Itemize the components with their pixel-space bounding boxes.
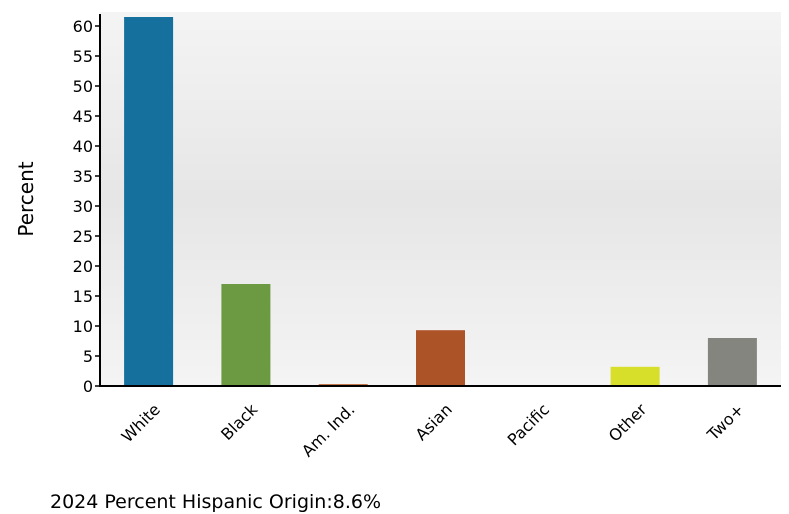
y-tick-label: 35 <box>73 167 93 186</box>
y-tick-label: 0 <box>83 377 93 396</box>
plot-background <box>100 12 781 386</box>
y-tick-label: 25 <box>73 227 93 246</box>
bar-two <box>707 338 757 386</box>
y-tick-label: 55 <box>73 47 93 66</box>
y-tick-label: 10 <box>73 317 93 336</box>
y-tick-label: 50 <box>73 77 93 96</box>
bar-other <box>610 366 660 386</box>
bar-black <box>221 284 271 386</box>
bar-asian <box>416 330 465 386</box>
y-tick-label: 20 <box>73 257 93 276</box>
x-tick-label: Two+ <box>703 400 748 445</box>
y-tick-label: 45 <box>73 107 93 126</box>
y-tick-label: 15 <box>73 287 93 306</box>
x-tick-label: Asian <box>411 400 455 444</box>
y-tick-label: 5 <box>83 347 93 366</box>
bars-group <box>124 17 757 386</box>
x-tick-label: Other <box>605 400 651 446</box>
bar-white <box>124 17 174 386</box>
x-tick-label: White <box>118 400 164 446</box>
y-ticks-group: 0 5 10 15 20 25 30 35 40 45 50 55 60 <box>73 17 100 396</box>
y-tick-label: 40 <box>73 137 93 156</box>
race-bar-chart: 0 5 10 15 20 25 30 35 40 45 50 55 60 White Black Am. I… <box>14 12 781 461</box>
y-tick-label: 30 <box>73 197 93 216</box>
x-tick-label: Pacific <box>504 400 553 449</box>
x-ticks-group: White Black Am. Ind. Asian Pacific Other Two+ <box>118 399 748 460</box>
y-tick-label: 60 <box>73 17 93 36</box>
x-tick-label: Am. Ind. <box>298 400 359 461</box>
hispanic-origin-footnote: 2024 Percent Hispanic Origin:8.6% <box>50 491 381 513</box>
x-tick-label: Black <box>217 399 262 444</box>
y-axis-label: Percent <box>14 161 38 236</box>
